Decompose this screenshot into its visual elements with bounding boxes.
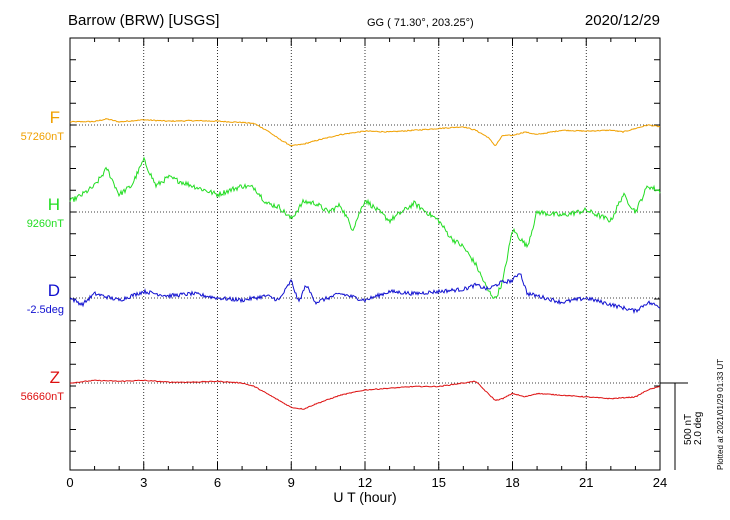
x-tick-label-24: 24 [653, 475, 667, 490]
component-d-letter: D [47, 281, 60, 300]
x-tick-label-6: 6 [214, 475, 221, 490]
scale-deg-label: 2.0 deg [693, 411, 704, 445]
x-tick-label-12: 12 [358, 475, 372, 490]
component-z-baseline: 56660nT [20, 391, 64, 403]
series-line-d [69, 273, 661, 315]
plotted-timestamp: Plotted at 2021/01/29 01:33 UT [716, 358, 725, 470]
vertical-gridlines [143, 38, 587, 470]
component-h-baseline: 9260nT [26, 218, 64, 230]
x-tick-label-21: 21 [579, 475, 593, 490]
date-label: 2020/12/29 [584, 12, 660, 29]
component-f-baseline: 57260nT [20, 131, 64, 143]
scale-bar [660, 382, 688, 470]
axis-ticks: 0 3 6 9 12 15 18 21 24 [66, 38, 667, 490]
station-title: Barrow (BRW) [USGS] [68, 12, 220, 29]
x-tick-label-3: 3 [140, 475, 147, 490]
component-h-letter: H [47, 195, 60, 214]
coordinates-label: GG ( 71.30°, 203.25°) [367, 17, 474, 29]
x-tick-label-0: 0 [66, 475, 73, 490]
x-tick-label-15: 15 [432, 475, 446, 490]
component-d-baseline: -2.5deg [26, 304, 64, 316]
component-z-letter: Z [49, 368, 60, 387]
x-tick-label-18: 18 [505, 475, 519, 490]
x-tick-label-9: 9 [288, 475, 295, 490]
series-line-z [69, 379, 661, 410]
series-line-h [69, 156, 661, 299]
baseline-gridlines [70, 124, 660, 384]
trace-lines [69, 118, 661, 410]
x-axis-label: U T (hour) [333, 489, 396, 505]
component-f-letter: F [49, 108, 60, 127]
series-line-f [69, 118, 661, 147]
